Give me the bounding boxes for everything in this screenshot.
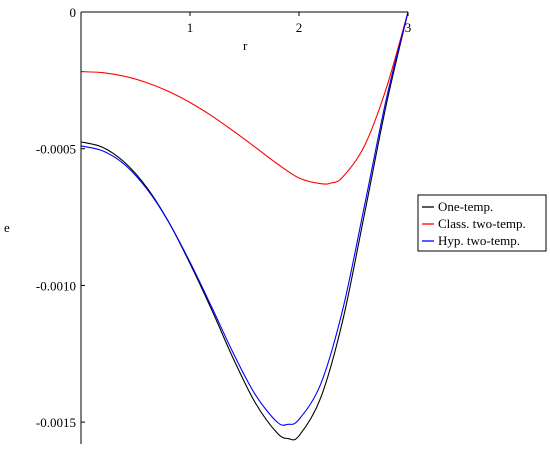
axis-ticks: 1 2 3 0 -0.0005 -0.0010 -0.0015 [36, 5, 411, 430]
y-axis-label: e [4, 220, 10, 235]
legend: One-temp. Class. two-temp. Hyp. two-temp. [417, 194, 547, 252]
x-axis-label: r [243, 38, 248, 53]
legend-label: Hyp. two-temp. [438, 233, 520, 248]
series-line [80, 11, 409, 426]
y-tick-label: 0 [70, 5, 77, 20]
axes [80, 11, 408, 444]
y-tick-label: -0.0005 [36, 142, 76, 157]
x-tick-label: 1 [187, 20, 194, 35]
legend-box [417, 194, 547, 252]
legend-label: Class. two-temp. [438, 216, 526, 231]
series-line [80, 11, 409, 441]
y-tick-label: -0.0015 [36, 415, 76, 430]
series-line [80, 11, 409, 185]
y-tick-label: -0.0010 [36, 278, 76, 293]
series-lines [80, 11, 409, 441]
x-tick-label: 2 [296, 20, 303, 35]
x-tick-label: 3 [405, 20, 412, 35]
legend-label: One-temp. [438, 199, 493, 214]
